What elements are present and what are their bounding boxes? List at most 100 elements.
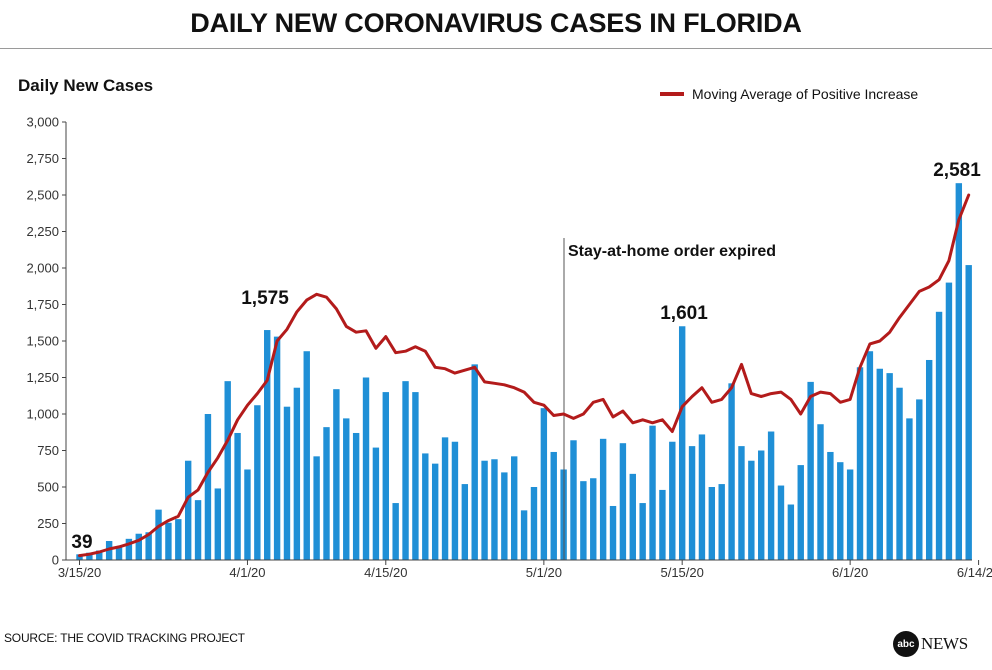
y-tick-label: 2,500 bbox=[26, 188, 59, 203]
data-bar bbox=[609, 505, 617, 560]
y-tick-label: 1,750 bbox=[26, 297, 59, 312]
data-bar bbox=[96, 550, 103, 560]
data-bar bbox=[846, 469, 854, 560]
data-bar bbox=[856, 367, 864, 560]
data-label: 39 bbox=[71, 532, 92, 553]
y-tick-label: 2,750 bbox=[26, 151, 59, 166]
y-tick-label: 0 bbox=[52, 553, 59, 568]
data-bar bbox=[886, 373, 893, 560]
data-bar bbox=[135, 533, 142, 560]
data-bar bbox=[570, 440, 577, 560]
data-bar bbox=[283, 406, 291, 560]
x-tick-label: 3/15/20 bbox=[58, 565, 101, 580]
data-bar bbox=[471, 364, 478, 560]
data-bar bbox=[678, 326, 686, 560]
y-tick-label: 1,250 bbox=[26, 370, 59, 385]
y-tick-label: 1,500 bbox=[26, 334, 59, 349]
data-bar bbox=[412, 392, 419, 560]
y-tick-label: 1,000 bbox=[26, 407, 59, 422]
x-tick-label: 4/15/20 bbox=[364, 565, 407, 580]
legend: Moving Average of Positive Increase bbox=[660, 86, 918, 102]
data-bar bbox=[876, 368, 883, 560]
source-note: SOURCE: THE COVID TRACKING PROJECT bbox=[4, 631, 245, 645]
legend-label: Moving Average of Positive Increase bbox=[692, 86, 919, 102]
data-bar bbox=[204, 414, 212, 560]
data-bar bbox=[925, 359, 933, 560]
x-tick-label: 6/14/20 bbox=[957, 565, 992, 580]
data-bar bbox=[323, 427, 330, 560]
data-bar bbox=[511, 456, 518, 560]
data-bar bbox=[708, 487, 716, 560]
data-bar bbox=[145, 532, 152, 560]
stay-at-home-annotation: Stay-at-home order expired bbox=[568, 243, 776, 260]
data-bar bbox=[738, 446, 745, 560]
data-bar bbox=[916, 399, 923, 560]
data-bar bbox=[807, 381, 814, 560]
data-bar bbox=[669, 441, 676, 560]
data-bar bbox=[461, 484, 469, 560]
title-divider bbox=[0, 48, 992, 49]
data-bar bbox=[184, 460, 192, 560]
y-tick-label: 2,000 bbox=[26, 261, 59, 276]
data-bar bbox=[86, 552, 93, 560]
y-axis-label: Daily New Cases bbox=[18, 76, 154, 95]
data-bar bbox=[955, 183, 963, 560]
data-bar bbox=[264, 330, 271, 560]
data-bar bbox=[392, 503, 399, 560]
data-bar bbox=[194, 500, 202, 560]
data-bar bbox=[590, 478, 597, 560]
data-bar bbox=[273, 336, 281, 560]
data-bar bbox=[382, 392, 389, 560]
data-label: 1,575 bbox=[241, 288, 289, 309]
data-bar bbox=[896, 387, 903, 560]
data-bar bbox=[313, 456, 320, 560]
data-bar bbox=[767, 431, 775, 560]
data-bar bbox=[431, 463, 439, 560]
data-bar bbox=[866, 351, 874, 560]
data-bar bbox=[175, 519, 182, 560]
data-bar bbox=[115, 546, 123, 560]
data-bar bbox=[659, 489, 666, 560]
data-bar bbox=[402, 381, 409, 560]
data-bar bbox=[758, 450, 765, 560]
moving-average-line bbox=[78, 193, 971, 558]
y-tick-label: 250 bbox=[37, 516, 59, 531]
data-bar bbox=[214, 488, 222, 560]
data-bar bbox=[817, 424, 824, 560]
data-bar bbox=[599, 438, 607, 560]
data-bar bbox=[481, 460, 488, 560]
data-bar bbox=[224, 381, 231, 560]
data-bar bbox=[945, 282, 953, 560]
y-tick-label: 500 bbox=[37, 480, 59, 495]
data-bar bbox=[550, 451, 557, 560]
data-bar bbox=[688, 446, 696, 560]
data-label: 1,601 bbox=[660, 303, 708, 324]
x-tick-label: 6/1/20 bbox=[832, 565, 868, 580]
y-tick-label: 3,000 bbox=[26, 115, 59, 130]
data-bar bbox=[965, 265, 972, 560]
data-bar bbox=[906, 418, 913, 560]
data-bar bbox=[827, 451, 834, 560]
x-tick-label: 5/1/20 bbox=[526, 565, 562, 580]
data-bar bbox=[501, 472, 508, 560]
data-bar bbox=[777, 485, 785, 560]
data-bar bbox=[76, 554, 83, 560]
data-bar bbox=[362, 377, 370, 560]
data-bar bbox=[935, 311, 943, 560]
data-bar bbox=[333, 389, 340, 560]
data-bar bbox=[372, 447, 380, 560]
y-tick-label: 2,250 bbox=[26, 224, 59, 239]
data-bar bbox=[718, 484, 725, 560]
data-bar bbox=[441, 437, 449, 560]
data-bar bbox=[540, 408, 548, 560]
data-bar bbox=[303, 351, 310, 560]
data-bar bbox=[165, 522, 172, 560]
chart-title: DAILY NEW CORONAVIRUS CASES IN FLORIDA bbox=[190, 8, 802, 38]
data-bar bbox=[520, 510, 528, 560]
data-bar bbox=[352, 432, 360, 560]
logo-text: NEWS bbox=[921, 634, 968, 653]
data-bar bbox=[254, 405, 261, 560]
data-label: 2,581 bbox=[933, 160, 981, 181]
data-bar bbox=[748, 460, 755, 560]
